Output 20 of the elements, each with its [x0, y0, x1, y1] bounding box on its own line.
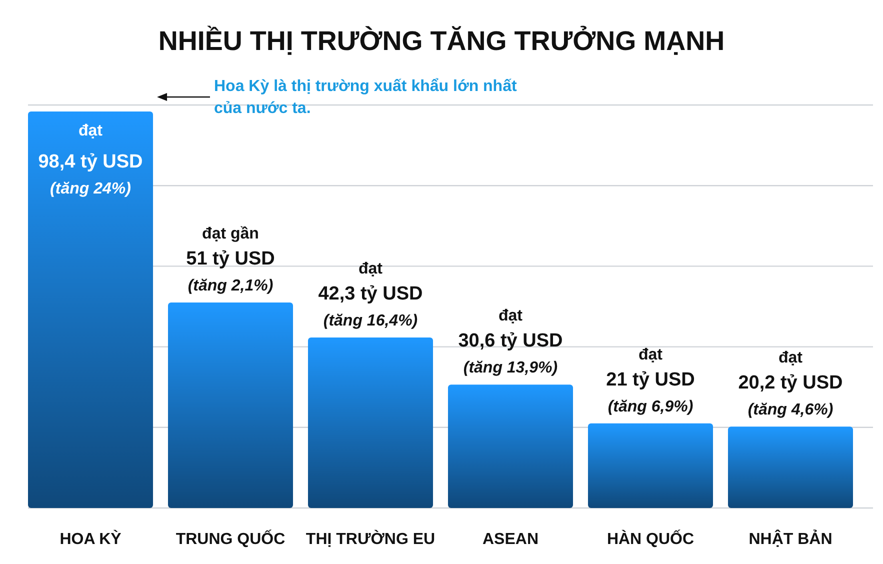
bar	[308, 338, 434, 508]
bar	[588, 423, 714, 508]
chart-title: NHIỀU THỊ TRƯỜNG TĂNG TRƯỞNG MẠNH	[158, 25, 725, 56]
data-label: đạt 21 tỷ USD (tăng 6,9%)	[606, 346, 695, 416]
x-tick-label: HÀN QUỐC	[606, 529, 694, 548]
data-label: đạt 30,6 tỷ USD (tăng 13,9%)	[458, 308, 563, 377]
bar	[168, 302, 294, 508]
x-tick-label: HOA KỲ	[60, 529, 122, 548]
data-label: đạt 98,4 tỷ USD (tăng 24%)	[38, 122, 143, 198]
bar	[728, 426, 853, 508]
data-label: đạt 42,3 tỷ USD (tăng 16,4%)	[318, 260, 423, 330]
x-tick-label: TRUNG QUỐC	[176, 529, 286, 548]
bar	[448, 384, 574, 508]
data-label: đạt 20,2 tỷ USD (tăng 4,6%)	[738, 350, 843, 419]
bar	[28, 111, 154, 508]
x-tick-label: THỊ TRƯỜNG EU	[306, 529, 436, 548]
data-label: đạt gần 51 tỷ USD (tăng 2,1%)	[186, 225, 275, 294]
x-tick-label: ASEAN	[482, 531, 539, 548]
x-tick-label: NHẬT BẢN	[748, 529, 832, 548]
annotation: Hoa Kỳ là thị trường xuất khẩu lớn nhất của nước ta.	[214, 78, 518, 117]
